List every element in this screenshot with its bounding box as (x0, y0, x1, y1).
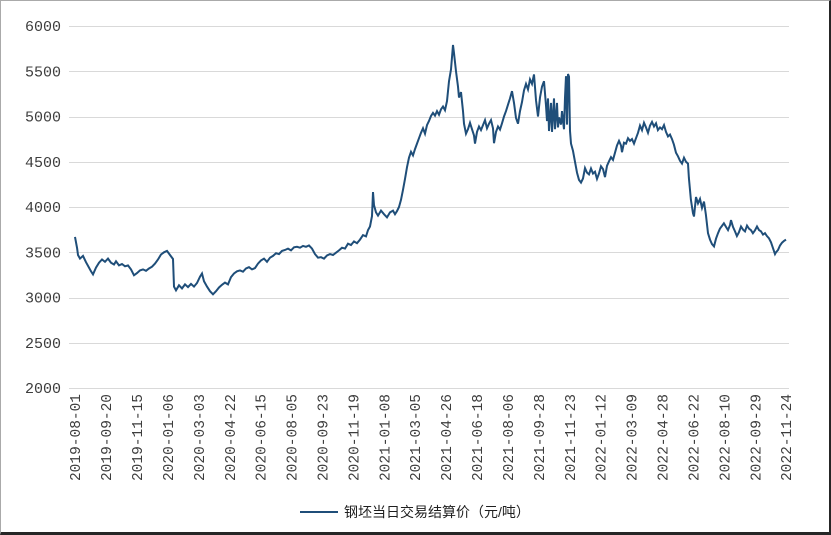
x-tick-label: 2021-11-23 (564, 394, 580, 481)
y-tick-label: 4000 (25, 200, 61, 217)
y-tick-label: 3500 (25, 245, 61, 262)
x-tick-label: 2020-01-06 (162, 394, 178, 481)
y-axis-labels: 2000 2500 3000 3500 4000 4500 5000 5500 6000 (25, 19, 61, 398)
x-tick-label: 2021-06-18 (471, 394, 487, 481)
legend-label: 钢坯当日交易结算价（元/吨） (344, 504, 530, 520)
x-tick-label: 2022-09-29 (749, 394, 765, 481)
x-tick-label: 2020-08-05 (286, 394, 302, 481)
x-tick-label: 2022-04-28 (657, 394, 673, 481)
x-tick-label: 2022-11-24 (780, 394, 796, 481)
gridlines (69, 26, 789, 389)
price-line-series (74, 44, 787, 296)
x-tick-label: 2019-09-20 (100, 394, 116, 481)
y-tick-label: 5000 (25, 110, 61, 127)
legend: 钢坯当日交易结算价（元/吨） (1, 501, 829, 523)
x-axis-labels: 2019-08-01 2019-09-20 2019-11-15 2020-01-06… (69, 394, 796, 481)
y-tick-label: 2000 (25, 381, 61, 398)
x-tick-label: 2021-09-28 (533, 394, 549, 481)
x-tick-label: 2020-09-23 (317, 394, 333, 481)
x-tick-label: 2022-06-22 (688, 394, 704, 481)
y-tick-label: 6000 (25, 19, 61, 36)
x-tick-label: 2022-01-12 (595, 394, 611, 481)
legend-line-sample (300, 511, 339, 513)
y-tick-label: 2500 (25, 336, 61, 353)
x-tick-label: 2021-01-08 (378, 394, 394, 481)
x-tick-label: 2020-04-22 (224, 394, 240, 481)
y-tick-label: 4500 (25, 155, 61, 172)
x-tick-label: 2021-04-26 (440, 394, 456, 481)
x-tick-label: 2022-03-09 (626, 394, 642, 481)
x-tick-label: 2019-11-15 (131, 394, 147, 481)
x-tick-label: 2021-08-06 (502, 394, 518, 481)
y-tick-label: 3000 (25, 291, 61, 308)
x-tick-label: 2022-08-10 (718, 394, 734, 481)
x-tick-label: 2020-06-15 (255, 394, 271, 481)
x-tick-label: 2020-11-19 (347, 394, 363, 481)
x-tick-label: 2021-03-05 (409, 394, 425, 481)
x-tick-label: 2020-03-03 (193, 394, 209, 481)
y-tick-label: 5500 (25, 64, 61, 81)
x-tick-label: 2019-08-01 (69, 394, 85, 481)
